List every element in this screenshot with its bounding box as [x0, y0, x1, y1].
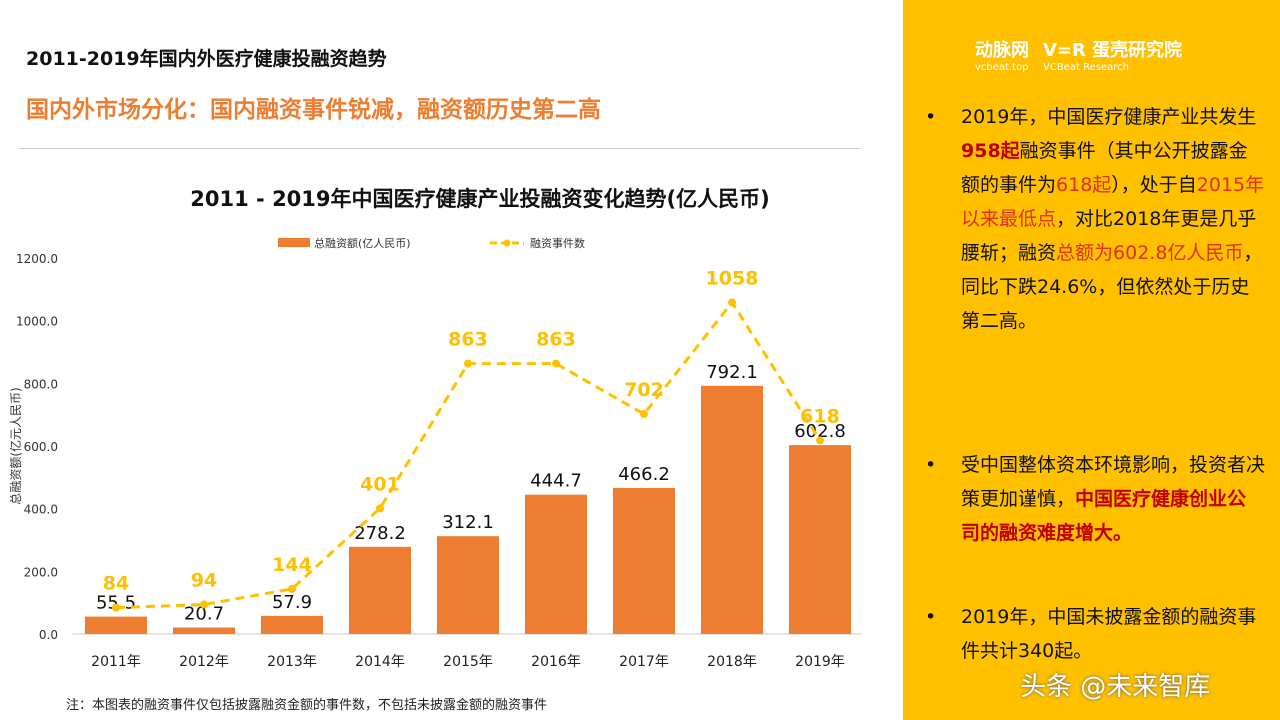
y-tick-label: 200.0 [24, 565, 58, 579]
line-label: 618 [800, 405, 840, 427]
line-point [112, 603, 120, 612]
chart-title: 2011 - 2019年中国医疗健康产业投融资变化趋势(亿人民币) [190, 187, 770, 211]
vcbeat-research-logo: V=R 蛋壳研究院 VCBeat Research [1043, 40, 1183, 73]
watermark: 头条 @未来智库 [1020, 672, 1211, 702]
y-tick-label: 600.0 [24, 440, 58, 454]
bar-label: 792.1 [706, 362, 758, 383]
x-tick-label: 2012年 [179, 654, 229, 670]
line-point [552, 359, 560, 368]
x-tick-label: 2017年 [619, 654, 669, 670]
bar [437, 536, 499, 634]
bullet-1: 2019年，中国医疗健康产业共发生958起融资事件（其中公开披露金额的事件为61… [925, 100, 1265, 338]
line-point [288, 584, 296, 593]
line-label: 863 [448, 329, 488, 351]
bar [349, 546, 411, 634]
bar [525, 494, 587, 634]
x-tick-label: 2014年 [355, 654, 405, 670]
y-axis-label: 总融资额(亿元人民币) [8, 387, 23, 504]
bar [85, 616, 147, 634]
bar-label: 57.9 [272, 592, 312, 613]
line-point [376, 504, 384, 513]
line-label: 94 [191, 570, 217, 592]
line-label: 144 [272, 554, 312, 576]
legend-label: 总融资额(亿人民币) [314, 236, 411, 250]
bar [701, 385, 763, 634]
line-point [464, 359, 472, 368]
bar-label: 602.8 [794, 421, 846, 442]
y-tick-label: 1000.0 [16, 315, 58, 329]
x-tick-label: 2015年 [443, 654, 493, 670]
bar-label: 20.7 [184, 604, 224, 625]
bullet-2: 受中国整体资本环境影响，投资者决策更加谨慎，中国医疗健康创业公司的融资难度增大。 [925, 448, 1265, 550]
line-label: 702 [624, 379, 664, 401]
x-tick-label: 2013年 [267, 654, 317, 670]
chart: 0.0 200.0 400.0 600.0 800.0 1000.0 1200.0 总融资额(… [8, 236, 862, 670]
bar-label: 55.5 [96, 593, 136, 614]
bar-label: 312.1 [442, 512, 494, 533]
legend-label: 融资事件数 [530, 237, 585, 250]
legend-marker [503, 239, 511, 247]
bar [173, 627, 235, 634]
page-title: 2011-2019年国内外医疗健康投融资趋势 [26, 48, 387, 70]
line-label: 401 [360, 473, 400, 495]
x-tick-label: 2019年 [795, 654, 845, 670]
y-tick-label: 0.0 [39, 628, 58, 642]
bar-label: 444.7 [530, 471, 582, 492]
line-point [816, 436, 824, 445]
y-tick-label: 1200.0 [16, 252, 58, 266]
line-label: 863 [536, 329, 576, 351]
line-label: 84 [103, 573, 129, 595]
bullet-3: 2019年，中国未披露金额的融资事件共计340起。 [925, 600, 1265, 668]
line-point [640, 410, 648, 419]
bar [613, 487, 675, 634]
vcbeat-logo: 动脉网 vcbeat.top [975, 40, 1029, 73]
bar-label: 278.2 [354, 523, 406, 544]
chart-note: 注：本图表的融资事件仅包括披露融资金额的事件数，不包括未披露金额的融资事件 [66, 698, 548, 713]
x-tick-label: 2018年 [707, 654, 757, 670]
x-tick-label: 2011年 [91, 654, 141, 670]
page-subtitle: 国内外市场分化：国内融资事件锐减，融资额历史第二高 [26, 97, 601, 123]
line-point [728, 298, 736, 307]
divider [18, 148, 860, 149]
bar [789, 445, 851, 634]
line-point [200, 600, 208, 609]
y-tick-label: 800.0 [24, 377, 58, 391]
bar-label: 466.2 [618, 464, 670, 485]
y-tick-label: 400.0 [24, 503, 58, 517]
line-label: 1058 [706, 267, 759, 289]
x-tick-label: 2016年 [531, 654, 581, 670]
legend-swatch-bar [278, 238, 310, 247]
logo: 动脉网 vcbeat.top V=R 蛋壳研究院 VCBeat Research [975, 36, 1182, 73]
bar [261, 615, 323, 634]
